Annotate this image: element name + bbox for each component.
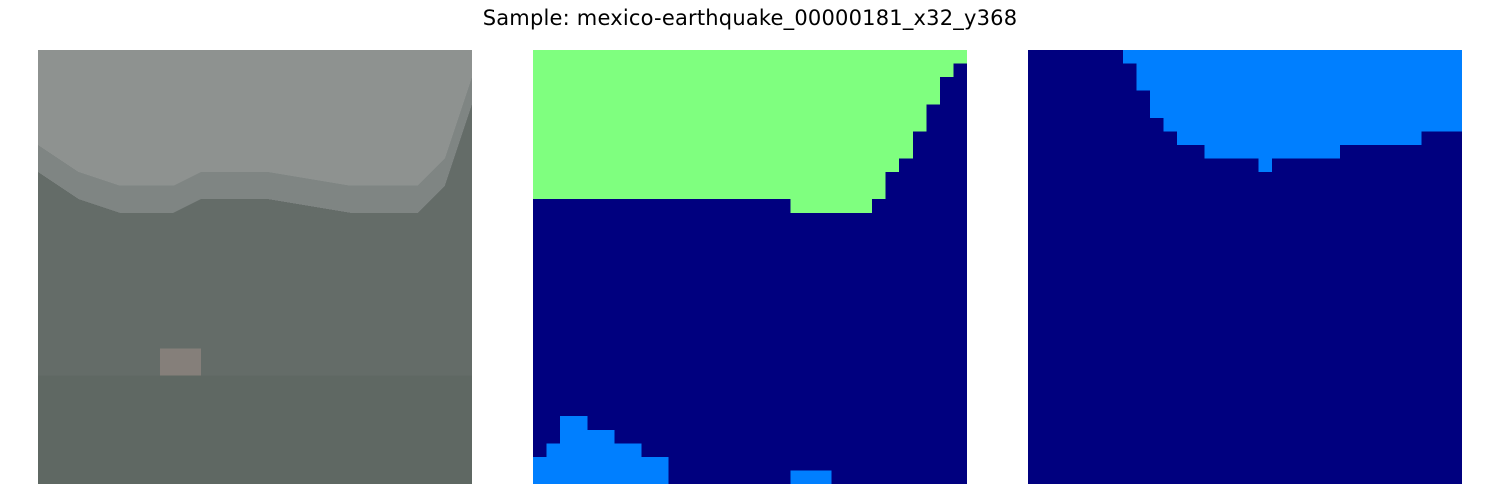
figure-title: Sample: mexico-earthquake_00000181_x32_y… bbox=[482, 6, 1018, 30]
segmentation-mask-1 bbox=[533, 50, 967, 484]
mask1-blue-region-small bbox=[790, 470, 832, 484]
roof-shadow-area bbox=[38, 77, 472, 213]
roof-area bbox=[38, 50, 472, 200]
segmentation-mask-2 bbox=[1028, 50, 1462, 484]
satellite-image bbox=[38, 50, 472, 484]
bright-spot bbox=[160, 348, 201, 376]
segmentation-mask-panel-1 bbox=[533, 50, 967, 484]
mask1-green-region bbox=[533, 50, 967, 213]
mask1-blue-region-left bbox=[533, 416, 669, 484]
mask2-blue-region bbox=[1122, 50, 1462, 173]
segmentation-mask-panel-2 bbox=[1028, 50, 1462, 484]
satellite-image-panel bbox=[38, 50, 472, 484]
ground-dark-area bbox=[38, 375, 472, 484]
